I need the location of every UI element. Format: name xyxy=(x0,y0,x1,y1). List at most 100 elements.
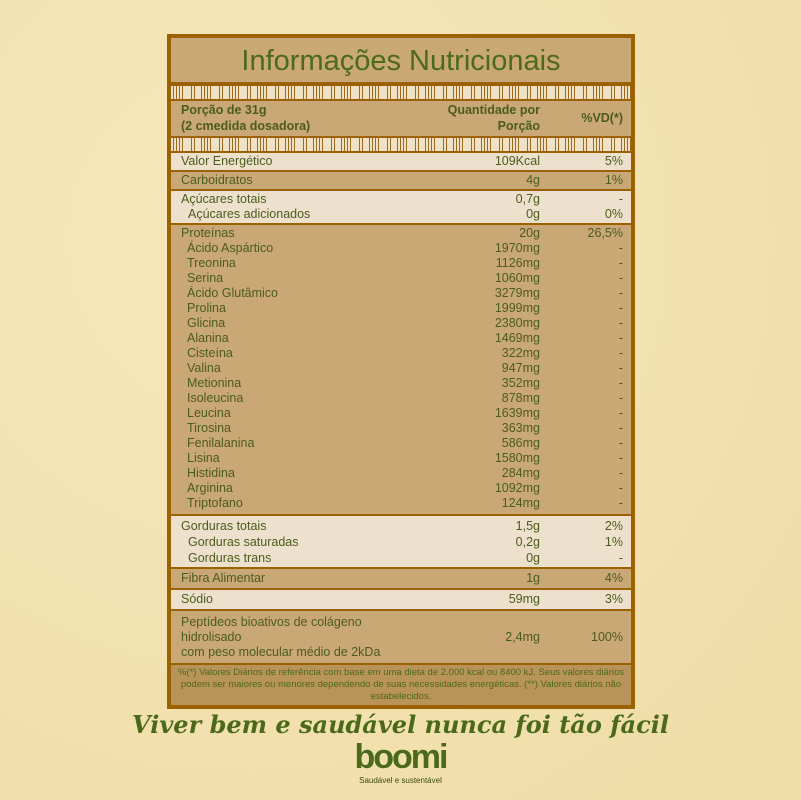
table-row: Peptídeos bioativos de colágeno hidrolis… xyxy=(171,615,631,660)
amino-acid-list: Ácido Aspártico 1970mg - Treonina 1126mg - Ser… xyxy=(171,241,631,511)
table-row: Gorduras totais 1,5g 2% xyxy=(171,518,631,534)
row-qty: 322mg xyxy=(501,346,540,360)
row-qty: 586mg xyxy=(501,436,540,450)
row-name: Alanina xyxy=(187,331,229,345)
row-name: Gorduras trans xyxy=(188,551,272,565)
row-vd: - xyxy=(618,331,623,345)
row-vd: - xyxy=(618,346,623,360)
row-vd: 1% xyxy=(604,535,623,549)
row-qty: 1,5g xyxy=(515,519,540,533)
row-qty: 1970mg xyxy=(494,241,540,255)
table-row: Ácido Glutâmico 3279mg - xyxy=(171,286,631,301)
table-header: Porção de 31g (2 cmedida dosadora) Quanti… xyxy=(171,101,631,136)
row-name: Triptofano xyxy=(187,496,243,510)
row-qty: 0g xyxy=(526,207,540,221)
table-row: Metionina 352mg - xyxy=(171,376,631,391)
row-name: Arginina xyxy=(187,481,233,495)
row-qty: 363mg xyxy=(501,421,540,435)
row-qty: 1g xyxy=(526,571,540,585)
sugars-section: Açúcares totais 0,7g - Açúcares adicionado… xyxy=(171,191,631,225)
brand-tagline: Saudável e sustentável xyxy=(359,776,442,785)
row-name: Valor Energético xyxy=(181,154,273,168)
nutrition-table: Informações Nutricionais Porção de 31g (2… xyxy=(167,34,635,709)
row-name: Lisina xyxy=(187,451,220,465)
table-row: Gorduras saturadas 0,2g 1% xyxy=(171,534,631,550)
row-qty: 878mg xyxy=(501,391,540,405)
row-vd: - xyxy=(618,271,623,285)
row-name: Histidina xyxy=(187,466,235,480)
table-row: Isoleucina 878mg - xyxy=(171,391,631,406)
row-qty: 4g xyxy=(526,173,540,187)
qty-header-2: Porção xyxy=(497,119,540,133)
row-name: Isoleucina xyxy=(187,391,244,405)
sodium-section: Sódio 59mg 3% xyxy=(171,590,631,611)
row-qty: 59mg xyxy=(508,592,540,606)
row-vd: - xyxy=(618,496,623,510)
table-row: Proteínas 20g 26,5% xyxy=(171,226,631,241)
row-qty: 0,2g xyxy=(515,535,540,549)
table-row: Gorduras trans 0g - xyxy=(171,550,631,566)
fiber-section: Fibra Alimentar 1g 4% xyxy=(171,569,631,590)
row-qty: 1469mg xyxy=(494,331,540,345)
decorative-strip xyxy=(171,84,631,101)
row-vd: - xyxy=(618,421,623,435)
row-qty: 2,4mg xyxy=(505,630,540,644)
table-row: Serina 1060mg - xyxy=(171,271,631,286)
energy-section: Valor Energético 109Kcal 5% xyxy=(171,153,631,172)
table-row: Histidina 284mg - xyxy=(171,466,631,481)
row-name: Fibra Alimentar xyxy=(181,571,266,585)
row-vd: 3% xyxy=(604,592,623,606)
row-vd: - xyxy=(618,361,623,375)
protein-section: Proteínas 20g 26,5% Ácido Aspártico 1970mg -… xyxy=(171,225,631,516)
fat-section: Gorduras totais 1,5g 2% Gorduras saturadas… xyxy=(171,516,631,569)
row-name: Sódio xyxy=(181,592,213,606)
row-vd: - xyxy=(618,256,623,270)
row-name: Fenilalanina xyxy=(187,436,255,450)
slogan: Viver bem e saudável nunca foi tão fácil xyxy=(132,710,669,739)
table-row: Cisteína 322mg - xyxy=(171,346,631,361)
portion-label: Porção de 31g xyxy=(181,103,267,117)
table-row: Arginina 1092mg - xyxy=(171,481,631,496)
decorative-strip xyxy=(171,136,631,153)
row-name: Prolina xyxy=(187,301,226,315)
row-name: Serina xyxy=(187,271,224,285)
portion-detail: (2 cmedida dosadora) xyxy=(181,119,311,133)
vd-header: %VD(*) xyxy=(581,111,623,125)
peptides-section: Peptídeos bioativos de colágeno hidrolis… xyxy=(171,611,631,665)
table-row: Prolina 1999mg - xyxy=(171,301,631,316)
table-row: Ácido Aspártico 1970mg - xyxy=(171,241,631,256)
row-vd: - xyxy=(618,376,623,390)
row-qty: 1999mg xyxy=(494,301,540,315)
row-vd: - xyxy=(618,301,623,315)
qty-header: Quantidade por xyxy=(447,103,540,117)
table-row: Fenilalanina 586mg - xyxy=(171,436,631,451)
row-qty: 352mg xyxy=(501,376,540,390)
table-row: Sódio 59mg 3% xyxy=(171,592,631,607)
row-qty: 284mg xyxy=(501,466,540,480)
row-qty: 1580mg xyxy=(494,451,540,465)
row-vd: 100% xyxy=(591,630,623,644)
row-vd: - xyxy=(618,551,623,565)
row-vd: - xyxy=(618,436,623,450)
row-qty: 1060mg xyxy=(494,271,540,285)
row-qty: 1639mg xyxy=(494,406,540,420)
row-name: Glicina xyxy=(187,316,226,330)
row-qty: 947mg xyxy=(501,361,540,375)
brand-logo: boomi xyxy=(354,738,449,776)
row-name: Peptídeos bioativos de colágeno hidrolis… xyxy=(181,615,362,644)
page-title: Informações Nutricionais xyxy=(171,38,631,84)
row-vd: 2% xyxy=(604,519,623,533)
row-qty: 3279mg xyxy=(494,286,540,300)
carbs-section: Carboidratos 4g 1% xyxy=(171,172,631,191)
row-name: Treonina xyxy=(187,256,236,270)
row-vd: - xyxy=(618,451,623,465)
table-row: Valina 947mg - xyxy=(171,361,631,376)
row-name: Cisteína xyxy=(187,346,233,360)
row-vd: 0% xyxy=(604,207,623,221)
row-vd: - xyxy=(618,286,623,300)
row-qty: 20g xyxy=(519,226,540,240)
row-vd: - xyxy=(618,466,623,480)
row-name: Metionina xyxy=(187,376,242,390)
table-row: Açúcares adicionados 0g 0% xyxy=(171,207,631,222)
table-row: Açúcares totais 0,7g - xyxy=(171,192,631,207)
